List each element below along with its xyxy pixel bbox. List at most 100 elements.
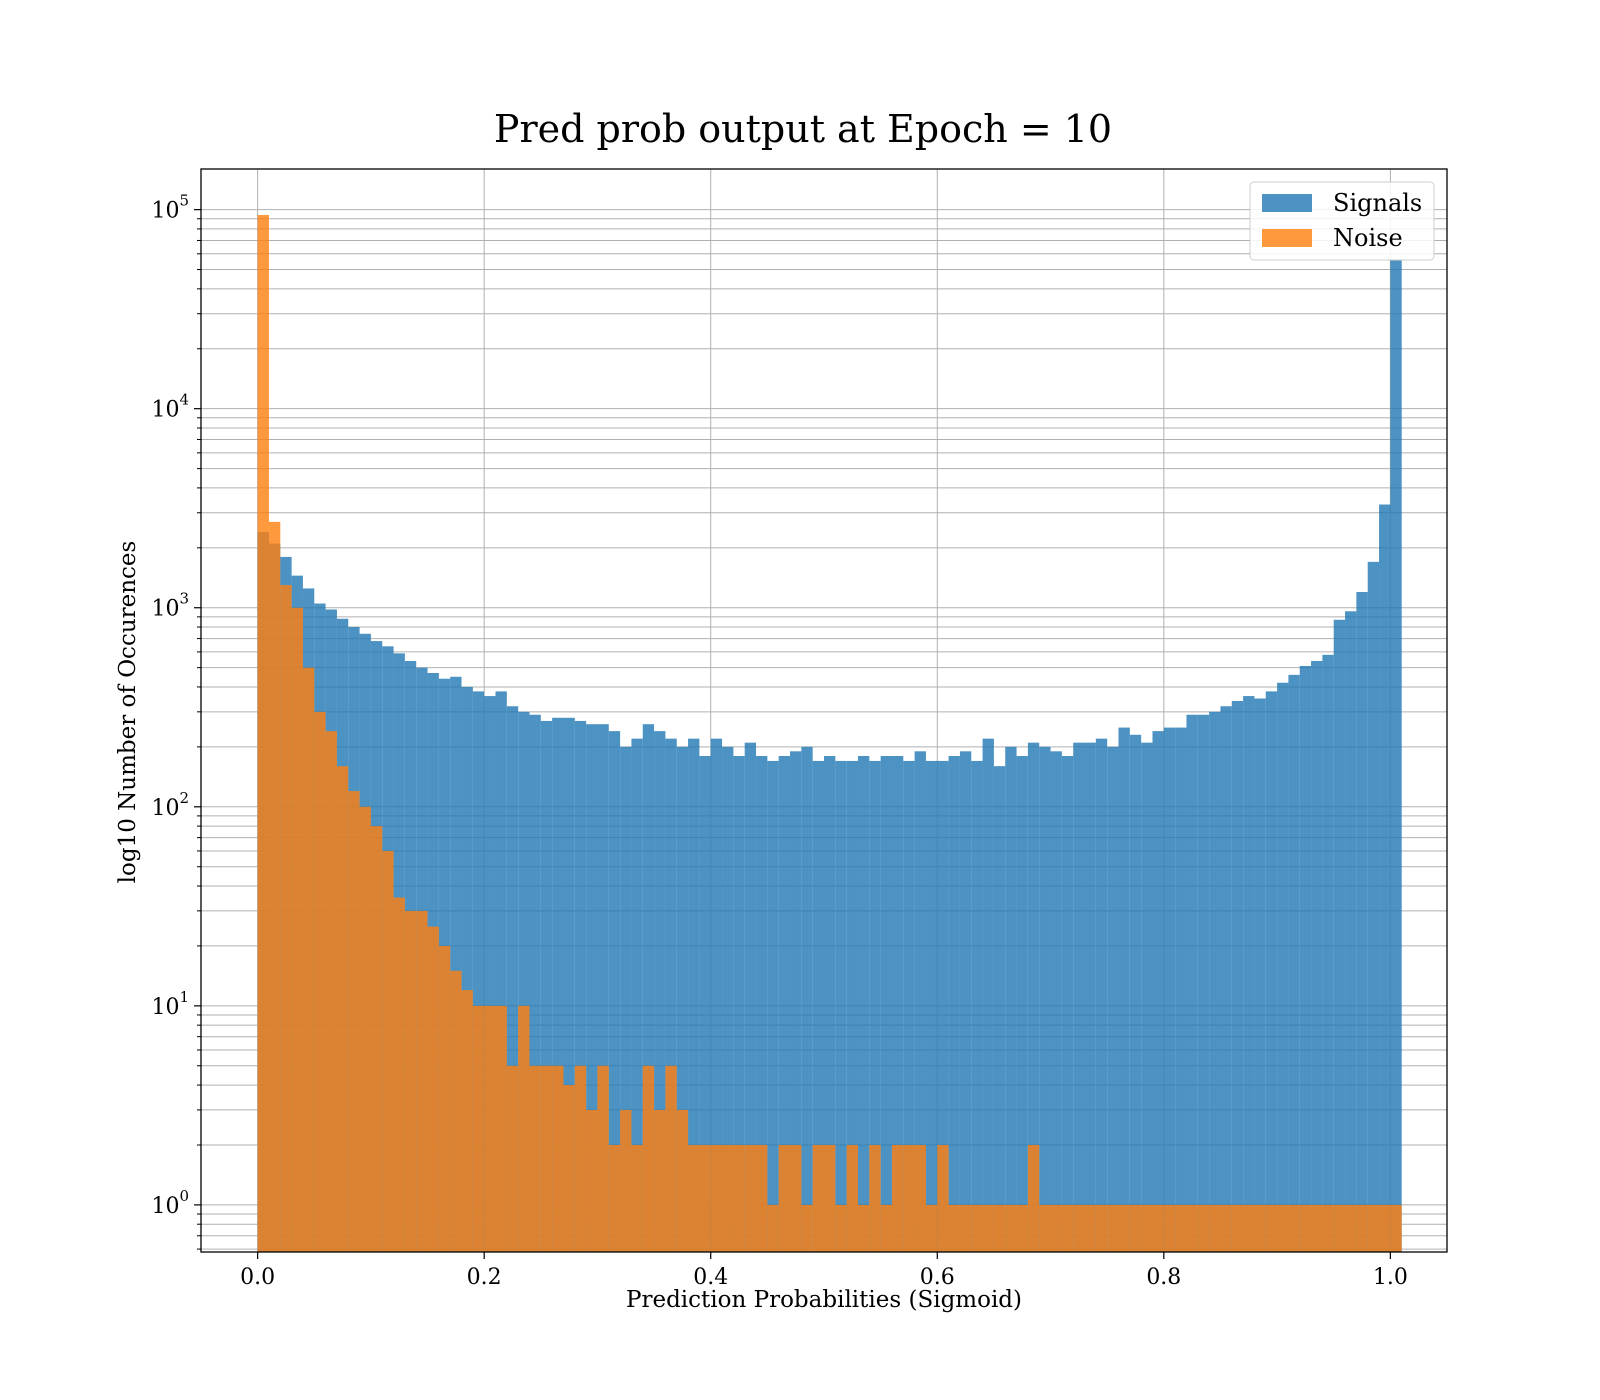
bar-signals: [620, 746, 632, 1252]
bar-noise: [1390, 1204, 1402, 1252]
bar-signals: [1163, 727, 1176, 1252]
bar-noise: [597, 1065, 609, 1252]
bar-noise: [1186, 1204, 1198, 1252]
bar-noise: [1345, 1204, 1357, 1252]
y-tick-base: 10: [151, 398, 179, 423]
bar-signals: [665, 738, 677, 1252]
bar-noise: [461, 990, 473, 1252]
histogram-bars: [257, 214, 1402, 1253]
bar-signals: [744, 742, 757, 1252]
bar-signals: [812, 760, 824, 1252]
bar-noise: [336, 766, 349, 1252]
bar-noise: [472, 1005, 485, 1252]
bar-noise: [642, 1065, 655, 1252]
bar-signals: [642, 724, 655, 1252]
bar-noise: [1095, 1204, 1108, 1252]
x-tick-label: 0.4: [693, 1265, 728, 1290]
bar-noise: [1299, 1204, 1312, 1252]
bar-noise: [1050, 1204, 1062, 1252]
chart-title: Pred prob output at Epoch = 10: [494, 107, 1112, 151]
bar-noise: [767, 1204, 779, 1252]
bar-noise: [891, 1144, 904, 1252]
y-tick-base: 10: [151, 1194, 179, 1219]
bar-noise: [1277, 1204, 1289, 1252]
bar-noise: [914, 1144, 926, 1252]
bar-noise: [1333, 1204, 1346, 1252]
bar-noise: [1265, 1204, 1278, 1252]
bar-signals: [801, 746, 813, 1252]
y-tick-base: 10: [151, 995, 179, 1020]
bar-signals: [1061, 755, 1074, 1252]
bar-signals: [1299, 665, 1312, 1252]
bar-noise: [540, 1065, 553, 1252]
y-tick-exponent: 4: [179, 391, 189, 409]
bar-signals: [948, 755, 960, 1252]
bar-noise: [869, 1144, 881, 1252]
bar-signals: [790, 751, 802, 1252]
bar-noise: [631, 1144, 643, 1252]
bar-signals: [552, 717, 564, 1252]
y-tick-label: 101: [151, 988, 189, 1020]
y-tick-exponent: 1: [179, 988, 189, 1006]
plot-frame: [200, 168, 1448, 1253]
bar-signals: [1367, 561, 1380, 1252]
bar-signals: [597, 724, 609, 1252]
bar-signals: [472, 691, 485, 1252]
bar-noise: [393, 897, 405, 1252]
bar-noise: [937, 1144, 949, 1252]
bar-signals: [1073, 742, 1085, 1252]
bar-noise: [586, 1109, 598, 1252]
bar-noise: [824, 1144, 836, 1252]
x-tick-label: 0.8: [1146, 1265, 1181, 1290]
x-tick-label: 0.2: [467, 1265, 502, 1290]
bar-noise: [552, 1065, 564, 1252]
bar-signals: [993, 766, 1006, 1252]
bar-signals: [699, 755, 711, 1252]
bar-signals: [903, 760, 915, 1252]
legend-label-noise: Noise: [1333, 224, 1403, 252]
bar-signals: [914, 751, 926, 1252]
bar-signals: [891, 755, 904, 1252]
bar-noise: [1243, 1204, 1255, 1252]
bar-signals: [1288, 674, 1300, 1252]
y-tick-label: 104: [151, 391, 189, 423]
y-tick-label: 103: [151, 590, 189, 622]
bar-noise: [529, 1065, 541, 1252]
y-tick-base: 10: [151, 199, 179, 224]
bar-noise: [857, 1204, 870, 1252]
bar-signals: [722, 746, 734, 1252]
y-tick-exponent: 5: [179, 192, 189, 210]
bar-noise: [1118, 1204, 1130, 1252]
bar-noise: [280, 585, 292, 1252]
bar-noise: [1016, 1204, 1028, 1252]
bar-noise: [1367, 1204, 1380, 1252]
bar-signals: [1379, 504, 1391, 1252]
bar-noise: [1209, 1204, 1221, 1252]
bar-signals: [756, 755, 768, 1252]
bar-signals: [608, 731, 621, 1252]
bar-noise: [971, 1204, 983, 1252]
bar-signals: [654, 731, 666, 1252]
bar-noise: [620, 1109, 632, 1252]
bar-noise: [835, 1204, 847, 1252]
bar-signals: [1039, 746, 1051, 1252]
bar-signals: [1220, 706, 1232, 1252]
bar-signals: [1050, 751, 1062, 1252]
bar-noise: [710, 1144, 723, 1252]
bar-noise: [778, 1144, 791, 1252]
bar-noise: [1039, 1204, 1051, 1252]
bar-signals: [982, 738, 994, 1252]
bar-noise: [325, 731, 337, 1252]
bar-signals: [1129, 734, 1142, 1252]
bar-noise: [880, 1204, 892, 1252]
x-tick-label: 0.0: [240, 1265, 275, 1290]
bar-signals: [778, 755, 791, 1252]
bar-signals: [586, 724, 598, 1252]
bar-signals: [880, 755, 892, 1252]
bar-noise: [959, 1204, 972, 1252]
bar-noise: [382, 850, 394, 1252]
bar-noise: [1175, 1204, 1187, 1252]
bar-signals: [518, 711, 530, 1252]
bar-signals: [1005, 746, 1017, 1252]
